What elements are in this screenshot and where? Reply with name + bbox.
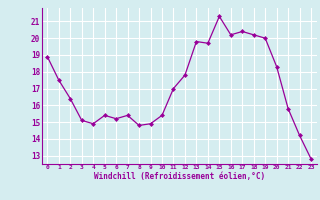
X-axis label: Windchill (Refroidissement éolien,°C): Windchill (Refroidissement éolien,°C) [94,172,265,181]
